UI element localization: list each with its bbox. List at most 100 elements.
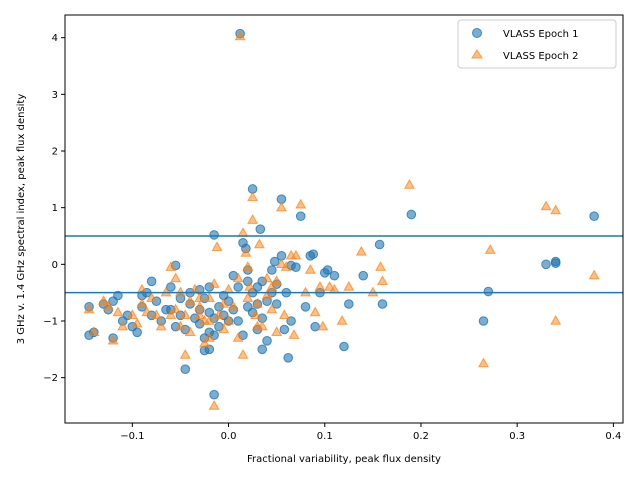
data-point [233,282,243,292]
data-point [550,314,562,325]
data-point [237,348,249,359]
x-tick-label: 0.3 [509,431,525,442]
data-point [199,345,210,356]
data-point [251,297,263,308]
plot-frame [64,14,624,424]
data-point [483,286,494,297]
data-point [262,336,272,346]
data-point [478,316,489,326]
data-point [102,300,114,311]
data-point [174,320,186,331]
series-epoch-1 [84,28,599,400]
data-point [107,334,119,345]
data-point [261,272,273,283]
y-tick-label: 2 [52,147,58,158]
data-point [290,249,302,260]
data-point [88,326,100,337]
x-tick-label: 0.4 [605,431,621,442]
data-point [160,286,172,297]
data-point [194,309,206,320]
data-point [126,309,138,320]
legend-marker-epoch-1 [472,28,482,38]
x-axis-ticks: −0.1 0.0 0.1 0.2 0.3 0.4 [120,423,621,442]
data-point [339,341,349,352]
data-point [322,265,333,275]
x-tick-label: −0.1 [120,431,144,442]
legend: VLASS Epoch 1 VLASS Epoch 2 [457,19,617,69]
data-point [252,282,263,292]
data-point [257,344,268,355]
data-point [98,295,109,305]
data-point [314,280,326,291]
data-point [271,275,283,286]
data-point [377,299,388,309]
data-point [232,272,244,283]
data-point [213,309,225,320]
data-point [484,244,496,254]
data-point [223,314,235,325]
data-point [589,211,599,221]
data-point [242,261,254,271]
y-tick-label: 4 [52,33,58,44]
y-tick-label: −2 [43,373,58,384]
data-point [374,239,385,250]
data-point [304,263,316,274]
data-point [300,302,311,312]
data-point [209,230,219,240]
data-point [550,204,562,215]
data-point [232,331,244,342]
data-point [170,272,182,283]
data-point [541,259,551,270]
data-point [211,241,223,252]
data-point [233,316,243,326]
data-point [253,238,265,249]
data-point [295,211,306,221]
data-point [184,326,196,337]
data-point [343,280,355,291]
data-point [266,280,278,291]
data-point [247,214,259,224]
data-point [165,261,177,271]
data-point [227,300,239,311]
data-point [269,256,280,267]
data-point [234,30,246,41]
legend-marker-epoch-2 [471,49,483,59]
data-point [141,306,153,317]
data-point [179,309,191,320]
data-point [276,258,287,269]
data-point [174,286,186,297]
data-point [146,276,157,287]
data-point [112,306,124,317]
data-point [279,324,290,335]
x-tick-label: 0.1 [317,431,333,442]
series-epoch-2 [83,30,600,410]
data-point [267,265,277,275]
data-point [218,323,230,334]
data-point [375,261,387,271]
data-point [166,282,176,292]
x-tick-label: 0.0 [221,431,237,442]
data-point [261,289,273,300]
data-point [329,270,340,281]
data-point [310,321,320,332]
data-point [179,348,191,359]
data-point [203,314,215,325]
data-point [208,278,220,288]
y-tick-label: −1 [43,317,58,328]
data-points [83,28,600,410]
legend-label-epoch-1: VLASS Epoch 1 [503,29,579,40]
y-tick-label: 0 [52,260,58,271]
data-point [377,275,388,286]
x-axis-label: Fractional variability, peak flux densit… [247,454,441,465]
data-point [165,309,177,320]
data-point [131,317,143,328]
data-point [209,389,219,400]
data-point [317,320,329,331]
y-tick-label: 1 [52,203,58,214]
data-point [309,306,321,317]
data-point [406,209,417,220]
data-point [184,295,196,305]
data-point [344,299,354,309]
data-point [194,292,206,303]
data-point [203,292,215,303]
